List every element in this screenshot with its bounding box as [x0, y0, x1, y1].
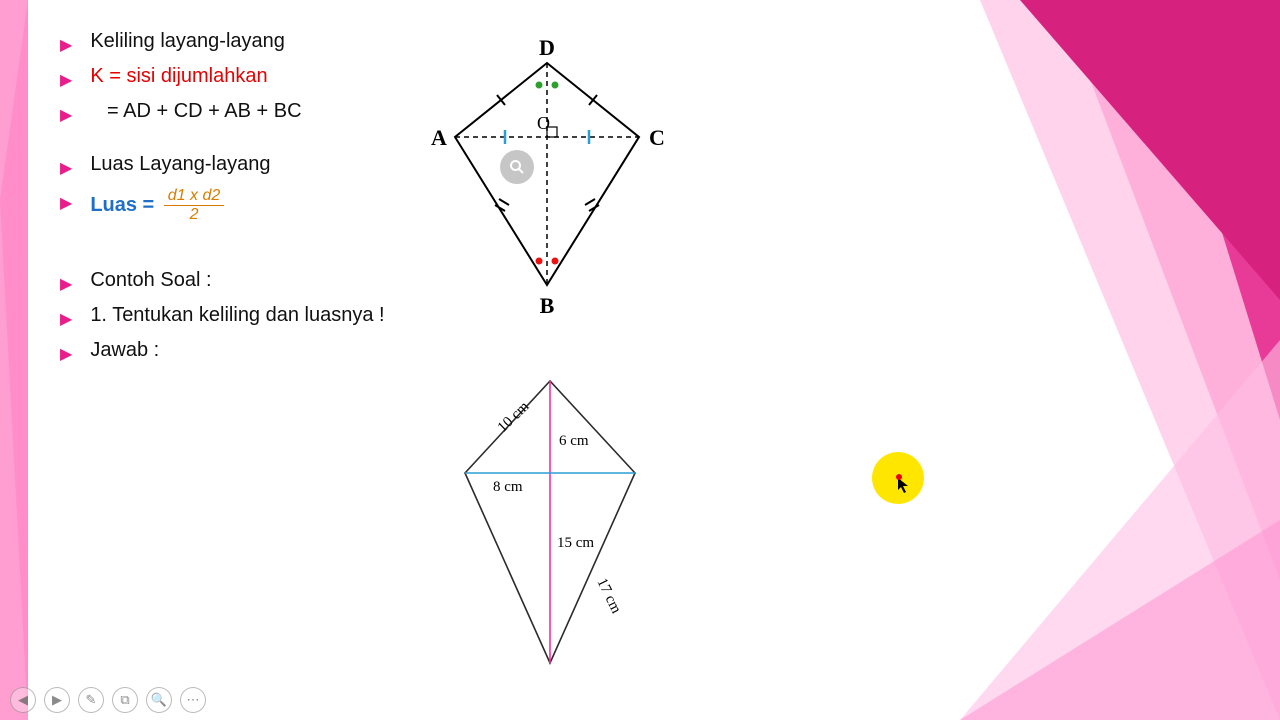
- meas-top-half: 6 cm: [559, 433, 589, 449]
- bullet-icon: ▶: [60, 70, 72, 90]
- slides-button[interactable]: ⧉: [112, 687, 138, 713]
- bullet-icon: ▶: [60, 309, 72, 329]
- text-question: 1. Tentukan keliling dan luasnya !: [90, 304, 384, 327]
- fraction-denominator: 2: [164, 206, 224, 223]
- meas-bot-half: 15 cm: [557, 535, 594, 551]
- meas-half-h: 8 cm: [493, 479, 523, 495]
- zoom-button[interactable]: 🔍: [146, 687, 172, 713]
- text-answer-label: Jawab :: [90, 339, 159, 362]
- prev-button[interactable]: ◀: [10, 687, 36, 713]
- pen-button[interactable]: ✎: [78, 687, 104, 713]
- bullet-icon: ▶: [60, 274, 72, 294]
- text-area-title: Luas Layang-layang: [90, 153, 270, 176]
- text-perimeter-formula: K = sisi dijumlahkan: [90, 65, 267, 88]
- text-area-label: Luas =: [90, 194, 154, 216]
- next-button[interactable]: ▶: [44, 687, 70, 713]
- text-perimeter-expand: = AD + CD + AB + BC: [90, 100, 301, 123]
- text-example-title: Contoh Soal :: [90, 269, 211, 292]
- bullet-icon: ▶: [60, 35, 72, 55]
- text-perimeter-title: Keliling layang-layang: [90, 30, 285, 53]
- bullet-icon: ▶: [60, 193, 72, 213]
- area-fraction: d1 x d2 2: [164, 188, 224, 223]
- cursor-highlight: [872, 452, 924, 504]
- meas-top-side: 10 cm: [495, 398, 533, 435]
- bullet-icon: ▶: [60, 105, 72, 125]
- fraction-numerator: d1 x d2: [164, 188, 224, 206]
- more-button[interactable]: ⋯: [180, 687, 206, 713]
- presentation-toolbar: ◀ ▶ ✎ ⧉ 🔍 ⋯: [0, 680, 1280, 720]
- bullet-icon: ▶: [60, 158, 72, 178]
- kite-diagram-measured: 10 cm 6 cm 8 cm 15 cm 17 cm: [455, 375, 675, 680]
- slide-content: ▶ Keliling layang-layang ▶ K = sisi diju…: [0, 0, 960, 364]
- meas-bot-side: 17 cm: [593, 576, 624, 617]
- bullet-icon: ▶: [60, 344, 72, 364]
